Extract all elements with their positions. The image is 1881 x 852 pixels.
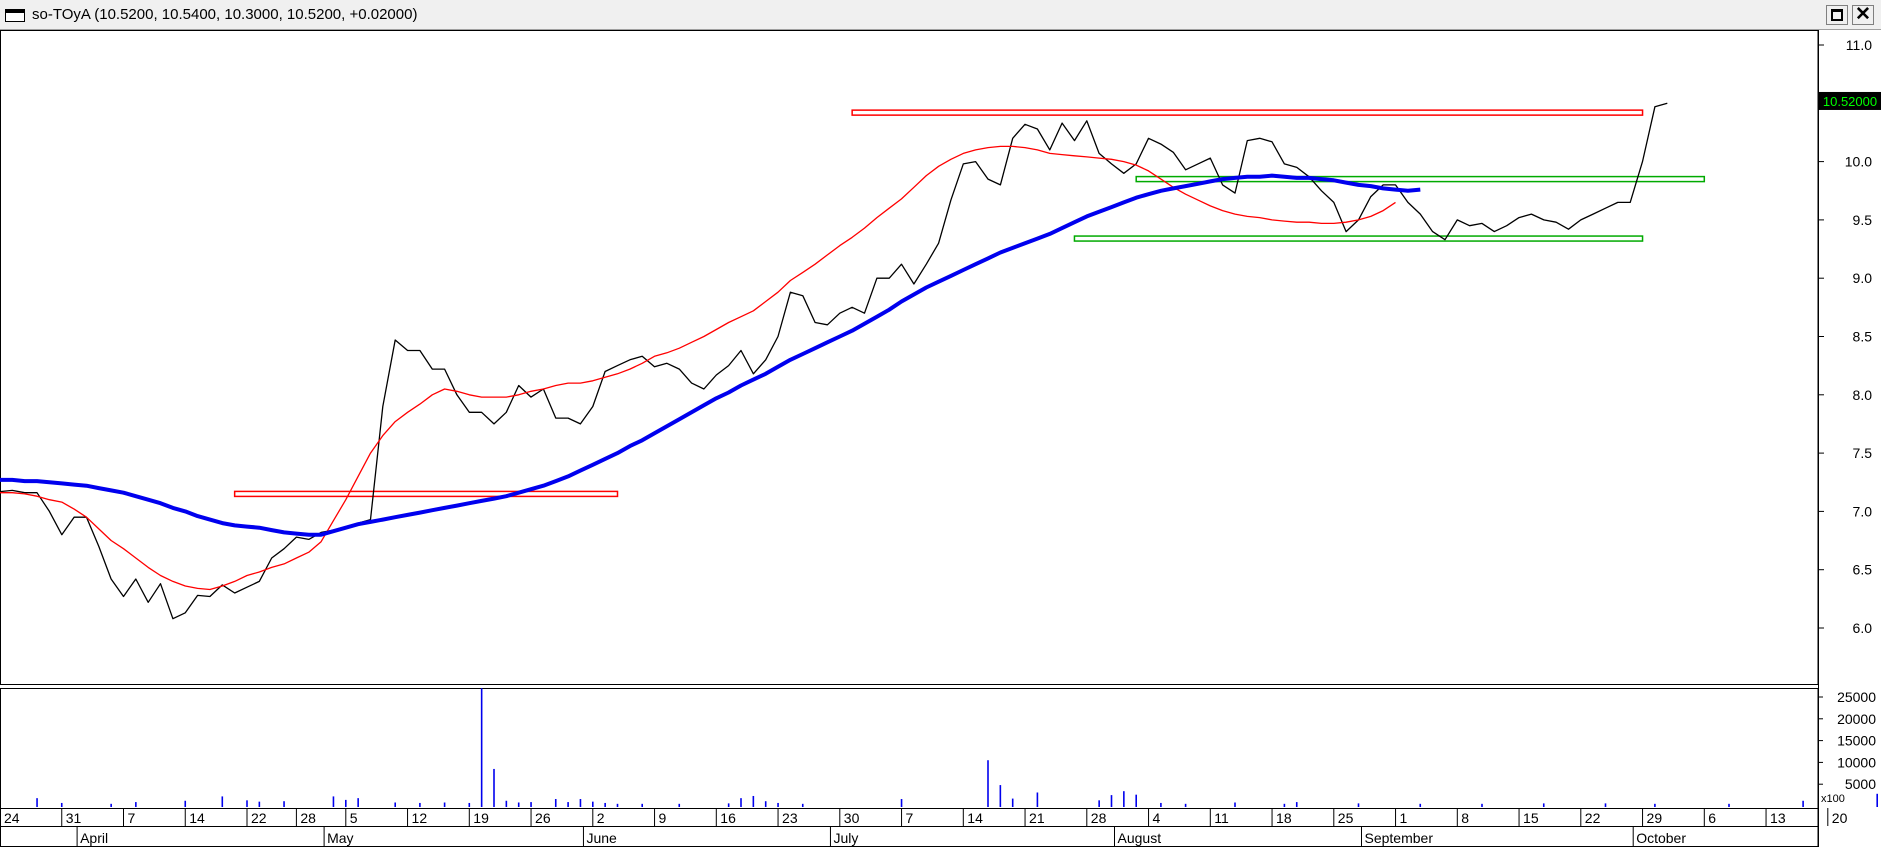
support_zone-line (1073, 235, 1644, 242)
price-series-line (0, 102, 1668, 620)
day-label: 5 (350, 810, 358, 826)
volume-y-tick-label: 15000 (1837, 733, 1876, 749)
price-panel (0, 30, 1819, 685)
day-label: 29 (1647, 810, 1663, 826)
day-label: 9 (659, 810, 667, 826)
day-label: 19 (473, 810, 489, 826)
support_zone-line (1135, 175, 1706, 183)
volume-scale-label: x100 (1821, 793, 1845, 805)
resistance-line (851, 109, 1644, 116)
volume-y-tick-label: 10000 (1837, 754, 1876, 770)
title-bar: so-TOyA (10.5200, 10.5400, 10.3000, 10.5… (0, 0, 1881, 30)
price-y-tick-label: 6.5 (1853, 562, 1873, 578)
day-label: 22 (251, 810, 267, 826)
day-label: 21 (1029, 810, 1045, 826)
last-value-badge (1819, 91, 1881, 110)
month-label: July (833, 830, 858, 846)
chart-area: 11.010.510.09.59.08.58.07.57.06.56.010.5… (0, 30, 1881, 852)
day-label: 12 (412, 810, 428, 826)
price-y-tick-label: 9.0 (1853, 270, 1873, 286)
month-label: May (327, 830, 353, 846)
day-label: 7 (128, 810, 136, 826)
price-y-tick-label: 9.5 (1853, 212, 1873, 228)
annotations (233, 109, 1706, 498)
day-label: 30 (844, 810, 860, 826)
day-label: 31 (66, 810, 82, 826)
month-label: September (1365, 830, 1434, 846)
price-y-tick-label: 8.5 (1853, 329, 1873, 345)
price-y-tick-label: 10.0 (1845, 154, 1872, 170)
volume-y-tick-label: 25000 (1837, 689, 1876, 705)
day-label: 20 (1832, 810, 1848, 826)
window-title: so-TOyA (10.5200, 10.5400, 10.3000, 10.5… (32, 6, 418, 23)
day-label: 22 (1585, 810, 1601, 826)
month-label: June (586, 830, 617, 846)
chart-window-icon (5, 9, 25, 22)
price-y-tick-label: 11.0 (1846, 37, 1872, 53)
day-label: 25 (1338, 810, 1354, 826)
day-label: 24 (4, 810, 20, 826)
close-button[interactable]: ✕ (1852, 5, 1874, 25)
ma_short-series-line (0, 145, 1396, 591)
day-label: 13 (1770, 810, 1786, 826)
ma_long-series-line (0, 173, 1421, 537)
day-label: 18 (1276, 810, 1292, 826)
day-label: 4 (1153, 810, 1161, 826)
price-y-tick-label: 7.5 (1853, 445, 1873, 461)
stock-chart[interactable]: 11.010.510.09.59.08.58.07.57.06.56.010.5… (0, 30, 1881, 847)
day-label: 14 (189, 810, 205, 826)
last-value-label: 10.52000 (1823, 94, 1877, 109)
day-label: 11 (1214, 810, 1229, 826)
day-label: 23 (782, 810, 798, 826)
price-y-tick-label: 7.0 (1853, 503, 1873, 519)
resistance-line (233, 490, 619, 498)
day-label: 28 (1091, 810, 1107, 826)
volume-bars (36, 688, 1878, 807)
price-y-tick-label: 8.0 (1853, 387, 1873, 403)
volume-y-tick-label: 20000 (1837, 711, 1876, 727)
volume-y-tick-label: 5000 (1845, 776, 1876, 792)
date-axis (0, 808, 1819, 847)
day-label: 15 (1523, 810, 1539, 826)
price-y-tick-label: 6.0 (1853, 620, 1873, 636)
volume-panel (0, 688, 1819, 809)
day-label: 6 (1708, 810, 1716, 826)
day-label: 8 (1461, 810, 1469, 826)
maximize-icon (1831, 9, 1843, 21)
day-label: 28 (300, 810, 316, 826)
day-label: 1 (1400, 810, 1408, 826)
day-label: 7 (906, 810, 914, 826)
price-y-axis: 11.010.510.09.59.08.58.07.57.06.56.0 (1818, 37, 1872, 636)
month-label: August (1118, 830, 1162, 846)
month-label: April (80, 830, 108, 846)
maximize-button[interactable] (1826, 5, 1848, 25)
day-label: 14 (967, 810, 983, 826)
date-axis-labels: 24 31 7 14 22 28 5 12 19 26 2 9 16 23 30 7 14 21 28 4 11 18 25… (0, 808, 1848, 847)
day-label: 2 (597, 810, 605, 826)
month-label: October (1636, 830, 1686, 846)
day-label: 26 (535, 810, 551, 826)
day-label: 16 (720, 810, 736, 826)
